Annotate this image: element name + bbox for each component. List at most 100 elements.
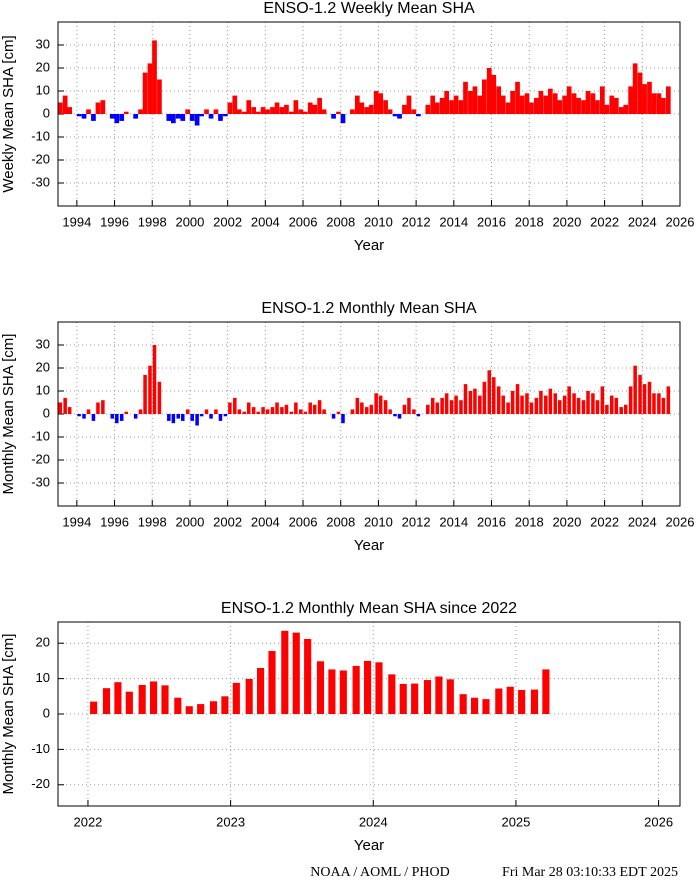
plot-frame: [57, 321, 681, 507]
bar: [157, 381, 162, 414]
bar: [496, 386, 501, 414]
bar: [197, 704, 205, 714]
y-tick-label: 20: [36, 359, 50, 374]
bar: [209, 414, 213, 419]
bar: [459, 694, 467, 714]
bar: [171, 414, 176, 424]
bar: [76, 114, 82, 117]
bar: [605, 404, 609, 414]
bar: [138, 409, 143, 414]
bar: [506, 686, 514, 714]
bar: [661, 397, 666, 414]
y-tick-label: -20: [31, 151, 50, 166]
bar: [434, 102, 440, 114]
bar: [618, 107, 624, 114]
bar: [123, 111, 129, 114]
bar: [86, 409, 91, 414]
x-tick-label: 2018: [515, 214, 544, 229]
x-tick-label: 2022: [590, 214, 619, 229]
y-tick-label: -10: [31, 128, 50, 143]
x-tick-label: 1998: [138, 514, 167, 529]
bar: [302, 111, 308, 114]
bar: [119, 414, 124, 421]
bar: [439, 97, 445, 114]
bar: [133, 114, 139, 119]
bar: [308, 402, 312, 414]
bar: [657, 393, 661, 414]
bar: [336, 411, 341, 414]
bar: [170, 114, 176, 124]
bar: [572, 393, 576, 414]
bar: [157, 79, 162, 114]
bar: [293, 100, 299, 114]
bar: [576, 97, 581, 114]
bar: [245, 678, 253, 714]
bar: [642, 384, 647, 414]
y-tick-label: 10: [36, 382, 50, 397]
bar: [402, 404, 407, 414]
y-tick-label: -30: [31, 474, 50, 489]
bar: [623, 404, 628, 414]
bar: [449, 400, 454, 414]
bar: [581, 400, 586, 414]
x-tick-label: 1996: [100, 214, 129, 229]
bar: [637, 72, 643, 114]
y-tick-label: -20: [31, 451, 50, 466]
bar: [81, 114, 87, 119]
x-tick-label: 2008: [326, 214, 355, 229]
bar: [632, 63, 638, 114]
bar: [435, 676, 443, 714]
x-tick-label: 2022: [590, 514, 619, 529]
x-tick-label: 2014: [439, 514, 468, 529]
bar: [221, 696, 229, 714]
bar: [195, 414, 199, 426]
bar: [544, 395, 548, 414]
x-tick-label: 2025: [501, 814, 530, 829]
y-tick-label: 20: [36, 59, 50, 74]
bar: [62, 95, 68, 114]
bar: [114, 114, 120, 124]
bar: [373, 91, 379, 114]
bar: [284, 104, 289, 114]
bar: [185, 706, 193, 714]
x-tick-label: 2023: [216, 814, 245, 829]
bar: [237, 409, 242, 414]
bar: [236, 109, 242, 114]
bar: [505, 102, 511, 114]
bar: [317, 97, 322, 114]
bar: [552, 93, 558, 114]
x-tick-label: 2024: [359, 814, 388, 829]
bar: [133, 414, 138, 419]
bar: [255, 111, 261, 114]
bar: [260, 107, 266, 114]
y-tick-label: 30: [36, 36, 50, 51]
x-tick-label: 2010: [364, 514, 393, 529]
bar: [279, 107, 285, 114]
bar: [194, 114, 200, 126]
bar: [397, 114, 402, 119]
bar: [58, 402, 63, 414]
bar: [292, 632, 300, 714]
bar: [275, 402, 279, 414]
bar: [383, 400, 388, 414]
bar: [530, 689, 539, 714]
bar: [407, 397, 411, 414]
x-tick-label: 2026: [644, 814, 673, 829]
bar: [566, 86, 572, 114]
bar: [378, 395, 383, 414]
bar: [581, 100, 586, 114]
bar: [557, 100, 563, 114]
bar: [161, 685, 169, 714]
bar: [387, 109, 393, 114]
bar: [444, 393, 449, 414]
bar: [543, 95, 549, 114]
bar: [340, 114, 346, 124]
y-tick-label: 30: [36, 336, 50, 351]
bar: [599, 86, 605, 114]
x-axis-label: Year: [354, 537, 384, 554]
bar: [430, 397, 435, 414]
bar: [360, 402, 364, 414]
bar: [299, 409, 303, 414]
bar: [265, 409, 270, 414]
x-tick-label: 1994: [62, 514, 91, 529]
